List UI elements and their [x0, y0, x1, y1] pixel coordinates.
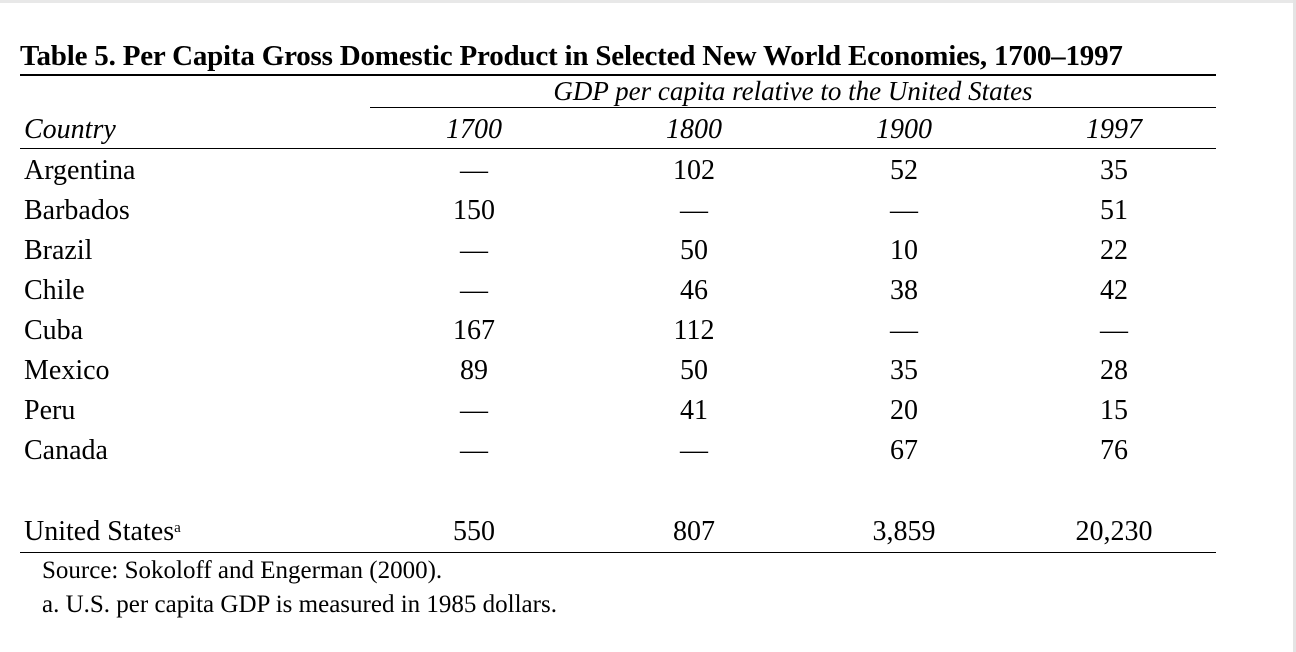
value-cell: 22 [1100, 235, 1128, 266]
value-cell: — [460, 155, 488, 186]
source-note: Source: Sokoloff and Engerman (2000). [42, 557, 443, 584]
header-year: 1800 [666, 114, 722, 145]
table-row: Barbados 150 — — 51 [20, 191, 1216, 231]
value-cell: 52 [890, 155, 918, 186]
bottom-rule [20, 552, 1216, 553]
table-row: Cuba 167 112 — — [20, 311, 1216, 351]
row-spacer [20, 471, 1216, 512]
value-cell: 50 [680, 235, 708, 266]
country-cell: Brazil [24, 235, 93, 266]
value-cell: 807 [673, 516, 715, 547]
footnote-text: a. U.S. per capita GDP is measured in 19… [42, 591, 557, 618]
country-cell: Barbados [24, 195, 130, 226]
value-cell: 41 [680, 395, 708, 426]
footnote-marker: a [174, 520, 181, 536]
us-row: United Statesa 550 807 3,859 20,230 [20, 512, 1216, 552]
value-cell: — [890, 195, 918, 226]
value-cell: 28 [1100, 355, 1128, 386]
value-cell: 20 [890, 395, 918, 426]
gdp-table: Table 5. Per Capita Gross Domestic Produ… [20, 38, 1216, 622]
column-spanner-label: GDP per capita relative to the United St… [553, 76, 1033, 106]
table-title: Table 5. Per Capita Gross Domestic Produ… [20, 40, 1123, 72]
table-row: Brazil — 50 10 22 [20, 231, 1216, 271]
value-cell: 3,859 [872, 516, 936, 547]
table-row: Canada — — 67 76 [20, 431, 1216, 471]
table-row: Mexico 89 50 35 28 [20, 351, 1216, 391]
value-cell: 50 [680, 355, 708, 386]
value-cell: 42 [1100, 275, 1128, 306]
frame-top-edge [0, 0, 1296, 3]
value-cell: 550 [453, 516, 495, 547]
value-cell: 76 [1100, 435, 1128, 466]
value-cell: 167 [453, 315, 495, 346]
table-body: Argentina — 102 52 35 Barbados 150 — — 5… [20, 149, 1216, 552]
table-row: Peru — 41 20 15 [20, 391, 1216, 431]
value-cell: 112 [673, 315, 715, 346]
header-country: Country [24, 114, 116, 145]
value-cell: — [890, 315, 918, 346]
value-cell: 102 [673, 155, 715, 186]
value-cell: 15 [1100, 395, 1128, 426]
value-cell: — [460, 435, 488, 466]
us-country-label: United States [24, 516, 175, 547]
table-row: Chile — 46 38 42 [20, 271, 1216, 311]
value-cell: 67 [890, 435, 918, 466]
table-notes: Source: Sokoloff and Engerman (2000). a.… [20, 553, 1216, 622]
value-cell: — [460, 275, 488, 306]
country-cell: Cuba [24, 315, 84, 346]
frame-right-edge [1293, 0, 1296, 652]
value-cell: 46 [680, 275, 708, 306]
value-cell: 89 [460, 355, 488, 386]
country-cell: Canada [24, 435, 108, 466]
header-year: 1900 [876, 114, 932, 145]
value-cell: — [1100, 315, 1128, 346]
value-cell: — [680, 435, 708, 466]
header-year: 1997 [1086, 114, 1142, 145]
value-cell: 38 [890, 275, 918, 306]
value-cell: 20,230 [1075, 516, 1153, 547]
value-cell: 35 [890, 355, 918, 386]
table-row: Argentina — 102 52 35 [20, 151, 1216, 191]
country-cell: Chile [24, 275, 85, 306]
value-cell: 150 [453, 195, 495, 226]
value-cell: — [680, 195, 708, 226]
value-cell: — [460, 395, 488, 426]
value-cell: 35 [1100, 155, 1128, 186]
country-cell: Mexico [24, 355, 110, 386]
header-row: Country 1700 1800 1900 1997 [20, 108, 1216, 148]
header-year: 1700 [446, 114, 502, 145]
value-cell: 10 [890, 235, 918, 266]
country-cell: Peru [24, 395, 76, 426]
header-rule [20, 148, 1216, 149]
title-rule [20, 74, 1216, 76]
spanner-rule [370, 107, 1216, 108]
country-cell: United Statesa [20, 512, 354, 552]
value-cell: — [460, 235, 488, 266]
country-cell: Argentina [24, 155, 136, 186]
value-cell: 51 [1100, 195, 1128, 226]
